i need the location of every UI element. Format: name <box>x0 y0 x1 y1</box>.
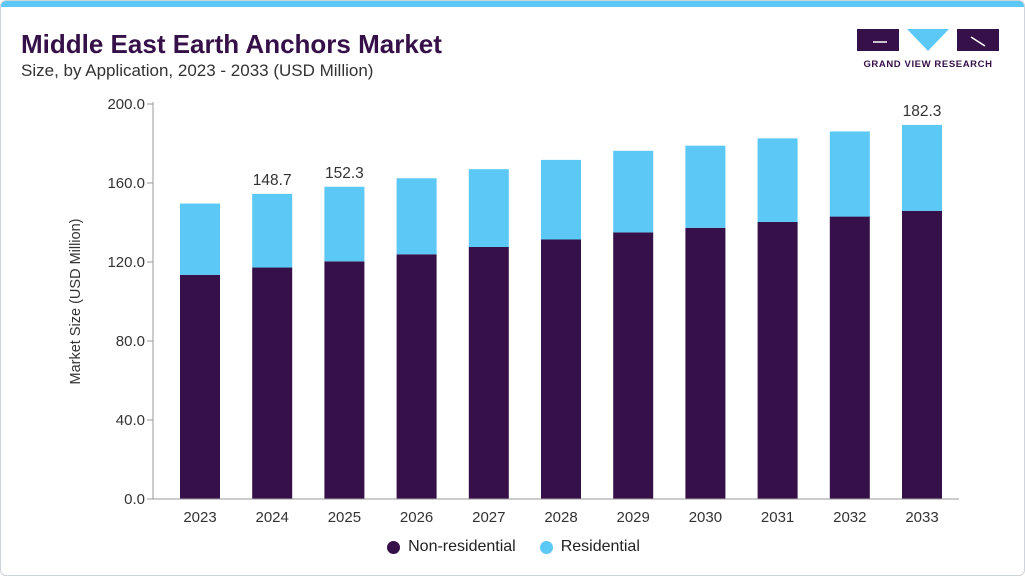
logo-block-right <box>957 29 999 51</box>
x-tick-label: 2027 <box>472 509 505 526</box>
x-tick-label: 2029 <box>617 509 650 526</box>
legend-label-non-residential: Non-residential <box>408 538 516 555</box>
y-axis-title: Market Size (USD Million) <box>68 219 84 385</box>
data-label-2025: 152.3 <box>325 165 364 182</box>
x-tick-label: 2032 <box>833 509 866 526</box>
top-accent-bar <box>1 1 1024 7</box>
brand-name: GRAND VIEW RESEARCH <box>863 59 993 70</box>
bar-non-residential-2028 <box>541 239 581 500</box>
x-tick-label: 2030 <box>689 509 722 526</box>
logo-triangle <box>907 29 949 51</box>
bar-non-residential-2026 <box>396 254 437 499</box>
bar-non-residential-2033 <box>902 210 942 499</box>
y-tick-label: 160.0 <box>107 175 145 192</box>
legend-item-non-residential: Non-residential <box>387 538 516 556</box>
y-tick-label: 40.0 <box>116 412 145 429</box>
x-tick-label: 2024 <box>256 509 289 526</box>
chart-title: Middle East Earth Anchors Market <box>21 29 442 59</box>
x-tick-label: 2026 <box>400 509 433 526</box>
logo-mark-r <box>970 36 986 47</box>
bar-non-residential-2023 <box>180 274 220 499</box>
bar-non-residential-2030 <box>685 227 726 499</box>
bar-residential-2024 <box>252 193 293 268</box>
bar-residential-2032 <box>829 131 870 217</box>
chart-subtitle: Size, by Application, 2023 - 2033 (USD M… <box>21 61 374 80</box>
y-tick-label: 200.0 <box>107 96 145 113</box>
bar-non-residential-2027 <box>468 246 509 499</box>
grand-view-research-logo-icon <box>857 29 999 51</box>
bar-non-residential-2032 <box>829 216 870 499</box>
y-tick-label: 80.0 <box>116 333 145 350</box>
bar-residential-2028 <box>541 159 581 240</box>
y-tick-label: 0.0 <box>124 491 145 508</box>
x-tick-label: 2031 <box>761 509 794 526</box>
bar-residential-2033 <box>902 124 942 211</box>
legend-item-residential: Residential <box>539 538 640 556</box>
bar-non-residential-2025 <box>324 261 365 499</box>
bar-residential-2031 <box>757 138 798 222</box>
bar-residential-2027 <box>468 169 509 247</box>
data-label-2033: 182.3 <box>903 103 942 120</box>
x-tick-label: 2033 <box>905 509 938 526</box>
bar-residential-2030 <box>685 145 726 228</box>
bar-non-residential-2029 <box>613 232 654 499</box>
legend-swatch-non-residential <box>387 540 401 554</box>
chart-legend: Non-residential Residential <box>1 538 1024 556</box>
legend-swatch-residential <box>539 540 553 554</box>
bar-residential-2023 <box>180 203 220 275</box>
bar-non-residential-2024 <box>252 267 293 499</box>
data-label-2024: 148.7 <box>253 172 292 189</box>
logo-block-left <box>857 29 899 51</box>
bar-non-residential-2031 <box>757 221 798 499</box>
x-tick-label: 2028 <box>544 509 577 526</box>
bar-residential-2026 <box>396 178 437 255</box>
bar-residential-2029 <box>613 150 654 233</box>
legend-label-residential: Residential <box>560 538 640 555</box>
x-tick-label: 2023 <box>183 509 216 526</box>
bar-residential-2025 <box>324 186 365 262</box>
x-tick-label: 2025 <box>328 509 361 526</box>
y-tick-label: 120.0 <box>107 254 145 271</box>
